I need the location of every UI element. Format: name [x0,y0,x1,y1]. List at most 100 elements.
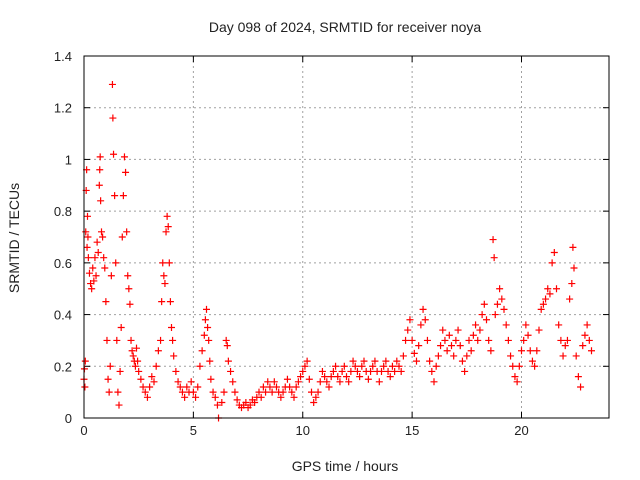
data-point [487,347,495,355]
data-point [421,316,429,324]
data-point [483,316,490,324]
y-tick-label: 0.4 [54,308,72,323]
data-point [441,336,449,344]
data-point [472,321,480,329]
data-point [92,272,100,280]
data-point [465,336,473,344]
data-point [426,357,434,365]
data-point [209,388,217,396]
data-point [364,375,372,383]
data-point [318,367,326,375]
data-point [323,378,331,386]
data-point [100,254,108,262]
data-point [277,393,285,401]
data-point [509,362,517,370]
data-point [242,398,250,406]
data-point [332,362,340,370]
data-point [419,305,427,313]
data-point [518,347,525,355]
data-point [312,393,320,401]
data-point [445,331,453,339]
data-point [581,331,589,339]
data-point [345,378,353,386]
data-point [84,233,92,241]
data-point [91,254,99,262]
data-point [520,336,528,344]
data-point [152,362,160,370]
data-point [290,393,298,401]
data-point [496,285,504,293]
data-point [500,305,508,313]
data-point [127,336,135,344]
data-point [134,357,142,365]
data-point [117,324,125,331]
data-point [166,298,174,306]
data-point [229,378,237,386]
data-point [334,373,342,381]
data-point [434,352,442,360]
data-point [126,300,134,308]
data-point [207,375,215,383]
y-tick-label: 0.8 [54,204,72,219]
data-point [143,393,151,401]
data-point [502,321,510,329]
data-point [164,223,172,231]
data-point [524,331,532,339]
data-point [192,393,200,401]
data-point [537,305,545,313]
data-point [539,300,547,308]
data-point [150,378,158,386]
data-point [224,357,232,365]
data-point [329,367,337,375]
x-tick-label: 5 [190,423,197,438]
data-point [347,367,355,375]
data-point [456,342,464,350]
data-point [452,336,460,344]
data-point [478,311,486,319]
data-point [255,388,263,396]
data-point [493,300,501,308]
data-point [531,362,539,370]
data-point [118,233,126,241]
data-point [375,378,383,386]
data-point [286,383,294,391]
data-point [220,388,228,396]
data-point [227,367,235,375]
data-point [233,396,241,404]
data-point [448,342,455,350]
data-point [299,367,307,375]
data-point [297,373,305,381]
data-point [194,383,202,391]
data-point [570,264,578,272]
data-point [542,295,550,303]
data-point [544,285,552,293]
data-point [279,388,287,396]
data-point [196,362,204,370]
data-point [498,295,506,303]
data-point [384,367,392,375]
data-point [170,352,178,360]
data-point [115,401,123,409]
y-tick-label: 0.6 [54,256,72,271]
data-point [476,326,484,334]
data-point [408,336,416,344]
data-point [84,254,92,262]
data-point [378,367,385,375]
data-point [183,383,191,391]
data-point [388,362,396,370]
data-point [474,336,482,344]
data-point [308,388,315,396]
data-point [189,388,197,396]
data-point [338,367,346,375]
data-point [89,264,97,272]
data-point [137,375,145,383]
y-tick-label: 1.2 [54,101,72,116]
data-point [432,362,440,370]
data-point [553,285,560,293]
data-point [561,342,569,350]
data-point [585,336,593,344]
data-point [161,280,169,288]
data-point [218,398,226,406]
data-point [251,398,259,406]
